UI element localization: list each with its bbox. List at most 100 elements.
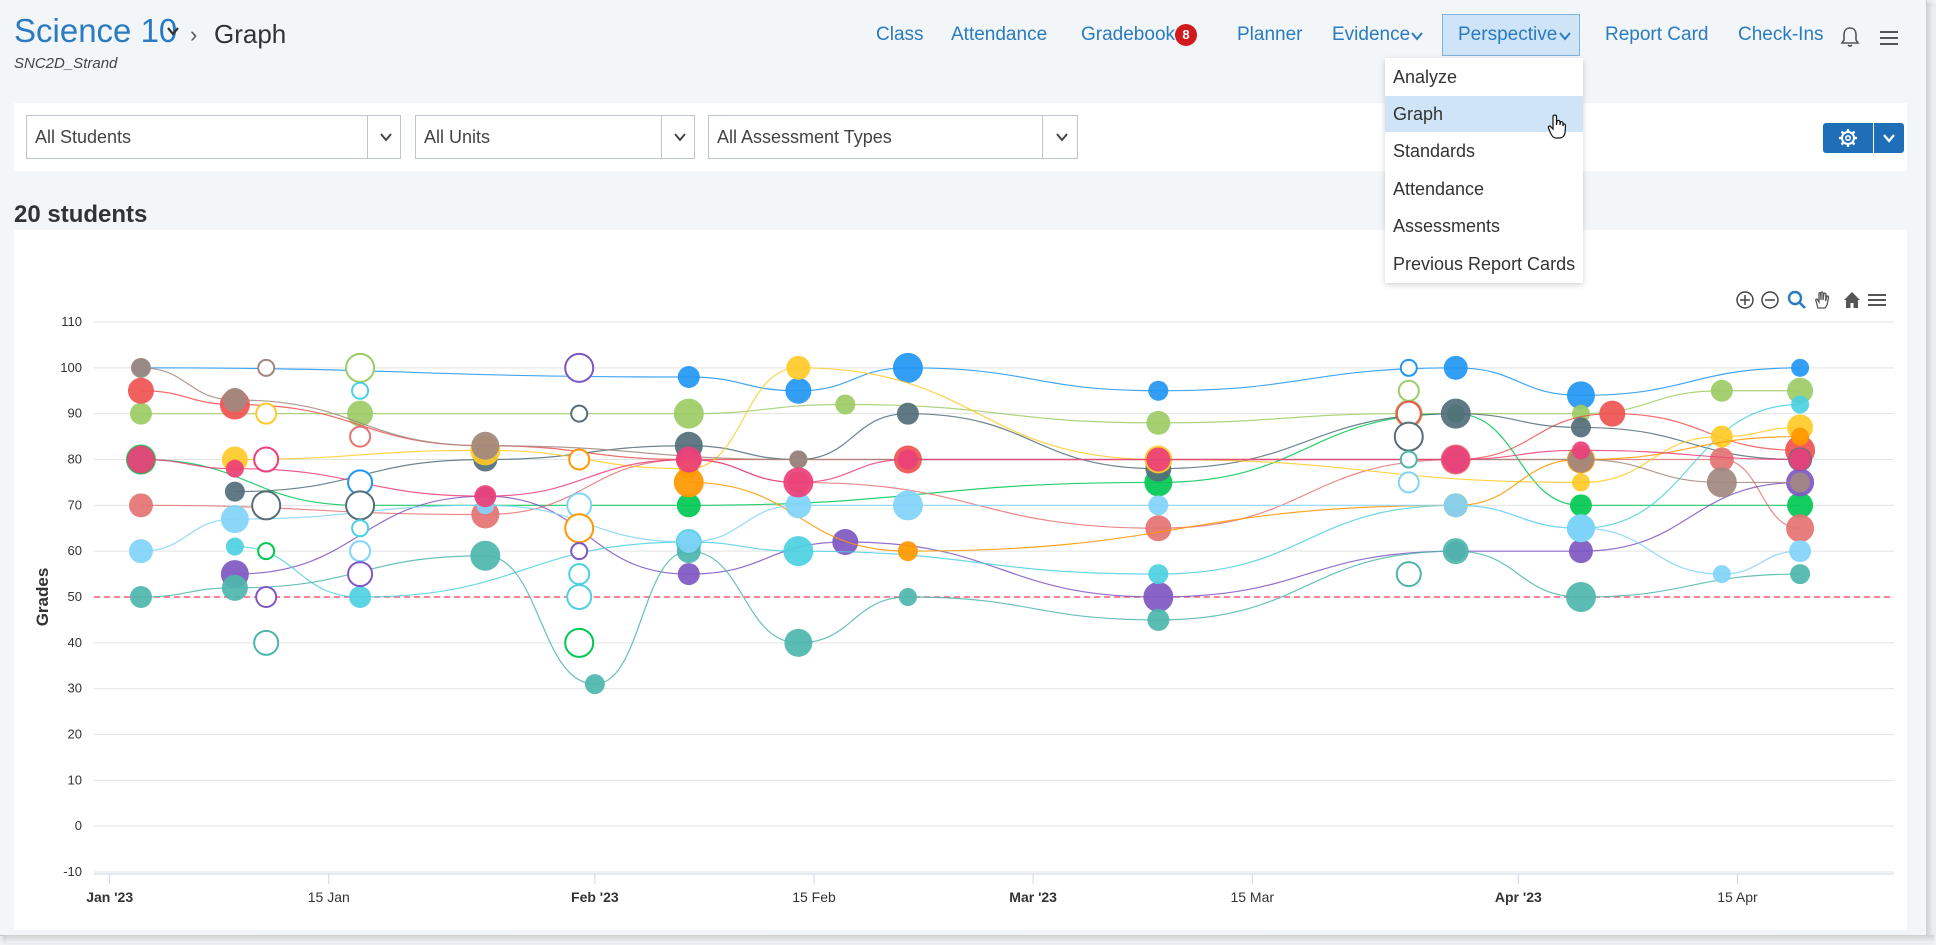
data-point: [1443, 355, 1468, 380]
data-point-hollow: [1397, 379, 1420, 402]
chart-panel: [14, 230, 1907, 930]
data-point: [224, 481, 245, 502]
data-point: [892, 490, 923, 521]
data-point-hollow: [564, 627, 595, 658]
menu-item-assessments[interactable]: Assessments: [1393, 216, 1501, 236]
data-point: [1566, 381, 1595, 410]
data-point: [1787, 492, 1814, 519]
nav-check-ins[interactable]: Check-Ins: [1738, 24, 1824, 45]
chevron-down-icon: [1056, 133, 1068, 142]
y-tick-label: 100: [60, 360, 82, 375]
nav-class[interactable]: Class: [876, 24, 924, 45]
data-point: [1599, 400, 1626, 427]
course-title[interactable]: Science 10: [14, 12, 178, 49]
data-point-hollow: [1397, 471, 1420, 494]
assessment-types-select[interactable]: All Assessment Types: [708, 115, 1078, 159]
y-tick-label: 70: [68, 497, 82, 512]
data-point-hollow: [568, 448, 591, 471]
data-point: [677, 531, 700, 553]
window-shadow-right: [1926, 6, 1934, 940]
zoom-selection-icon[interactable]: [1787, 290, 1807, 310]
data-point: [129, 402, 152, 425]
data-point: [1709, 447, 1734, 472]
data-point: [1148, 564, 1169, 585]
nav-attendance[interactable]: Attendance: [951, 24, 1048, 45]
home-reset-icon[interactable]: [1842, 290, 1862, 310]
zoom-in-icon[interactable]: [1735, 290, 1755, 310]
data-point: [128, 493, 153, 518]
x-tick-label: 15 Apr: [1717, 889, 1758, 905]
y-tick-label: 20: [68, 727, 82, 742]
data-point: [1789, 540, 1812, 563]
students-select-value: All Students: [35, 127, 132, 147]
menu-item-attendance[interactable]: Attendance: [1393, 179, 1485, 199]
menu-item-analyze[interactable]: Analyze: [1393, 67, 1458, 87]
data-point-hollow: [257, 358, 276, 377]
course-chevron-down-icon[interactable]: [166, 24, 180, 38]
nav-perspective[interactable]: Perspective: [1458, 24, 1558, 45]
data-point-hollow: [564, 513, 595, 544]
series-line: [234, 403, 1801, 598]
hand-cursor-icon: [1547, 114, 1567, 139]
menu-item-previous-report-cards[interactable]: Previous Report Cards: [1393, 254, 1576, 274]
x-tick-label: Feb '23: [571, 889, 619, 905]
zoom-out-icon[interactable]: [1760, 290, 1780, 310]
data-point: [1791, 395, 1810, 414]
data-point: [785, 492, 812, 519]
data-point: [474, 485, 497, 508]
nav-active-highlight: [1442, 14, 1580, 56]
select-divider: [661, 116, 662, 158]
y-tick-label: 50: [68, 589, 82, 604]
nav-planner[interactable]: Planner: [1237, 24, 1303, 45]
assessment-types-select-value: All Assessment Types: [717, 127, 892, 147]
data-point: [470, 540, 501, 571]
nav-evidence[interactable]: Evidence: [1332, 24, 1411, 45]
y-tick-label: 80: [68, 452, 82, 467]
data-point: [128, 539, 153, 564]
nav-gradebook[interactable]: Gradebook: [1081, 24, 1176, 45]
y-tick-label: 30: [68, 681, 82, 696]
x-tick-label: 15 Mar: [1230, 889, 1274, 905]
menu-item-standards[interactable]: Standards: [1393, 141, 1476, 161]
settings-dropdown-button[interactable]: [1874, 123, 1904, 153]
hamburger-menu-icon[interactable]: [1880, 30, 1898, 46]
data-point: [1712, 565, 1731, 584]
data-point: [1565, 582, 1596, 612]
data-point: [675, 446, 702, 473]
series-line: [140, 504, 1801, 575]
data-point-hollow: [1395, 561, 1422, 588]
data-point: [1147, 608, 1170, 631]
data-point-hollow: [345, 352, 376, 383]
pan-hand-icon[interactable]: [1812, 290, 1832, 310]
data-point: [897, 449, 918, 470]
evidence-chevron-down-icon[interactable]: [1411, 30, 1423, 42]
y-axis-title: Grades: [33, 568, 52, 627]
data-point: [786, 355, 811, 380]
series-line: [140, 550, 1801, 685]
series-line: [688, 435, 1801, 552]
chart-menu-icon[interactable]: [1867, 290, 1887, 310]
data-point: [1441, 445, 1470, 474]
data-point-hollow: [255, 402, 278, 425]
data-point: [673, 467, 704, 498]
bell-icon[interactable]: [1840, 26, 1860, 48]
data-point: [673, 398, 704, 429]
x-tick-label: Jan '23: [86, 889, 133, 905]
y-tick-label: 10: [68, 772, 82, 787]
data-point: [892, 352, 923, 383]
data-point: [349, 586, 372, 608]
data-point: [1443, 493, 1468, 518]
perspective-chevron-down-icon[interactable]: [1559, 30, 1571, 42]
data-point: [1568, 539, 1593, 564]
data-point: [129, 586, 152, 608]
data-point-hollow: [570, 404, 589, 423]
menu-item-graph[interactable]: Graph: [1385, 96, 1583, 132]
data-point: [783, 536, 814, 567]
students-select[interactable]: All Students: [26, 115, 401, 159]
settings-button[interactable]: [1823, 123, 1873, 153]
data-point: [1148, 495, 1169, 516]
nav-report-card[interactable]: Report Card: [1605, 24, 1709, 45]
select-divider: [1042, 116, 1043, 158]
units-select[interactable]: All Units: [415, 115, 695, 159]
